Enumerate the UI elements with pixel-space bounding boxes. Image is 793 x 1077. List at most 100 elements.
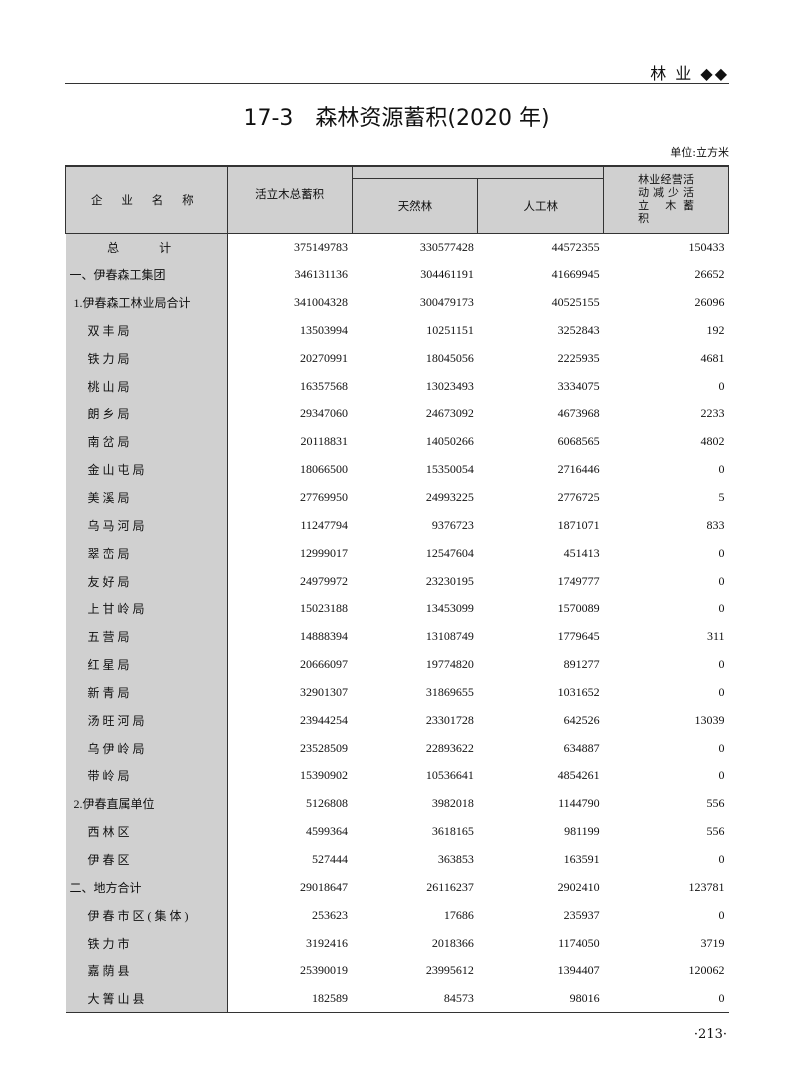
reduction-cell: 833 [706, 517, 725, 532]
table-row: 乌马河局 11247794 9376723 1871071 833 [65, 511, 729, 540]
planted-cell: 1779645 [557, 629, 600, 644]
planted-cell: 3252843 [557, 322, 600, 337]
reduction-cell: 120062 [688, 963, 725, 978]
total-cell: 29347060 [300, 406, 349, 421]
natural-cell: 84573 [352, 984, 478, 1014]
table-row: 总 计 375149783 330577428 44572355 150433 [65, 233, 729, 261]
natural-cell: 18045056 [425, 350, 474, 365]
reduction-cell: 0 [718, 851, 725, 866]
planted-cell: 41669945 [551, 267, 600, 282]
reduction-cell: 4681 [700, 350, 725, 365]
row-name: 美溪局 [65, 483, 228, 512]
table-row: 美溪局 27769950 24993225 2776725 5 [65, 483, 729, 512]
row-name: 红星局 [65, 650, 228, 679]
total-cell: 5126808 [306, 796, 349, 811]
natural-cell: 363853 [437, 851, 474, 866]
reduction-cell: 192 [706, 322, 725, 337]
table-row: 双丰局 13503994 10251151 3252843 192 [65, 316, 729, 345]
natural-cell: 23230195 [425, 573, 474, 588]
table-row: 金山屯局 18066500 15350054 2716446 0 [65, 455, 729, 484]
planted-cell: 3334075 [557, 378, 600, 393]
planted-cell: 634887 [563, 740, 600, 755]
reduction-cell: 4802 [700, 434, 725, 449]
table-row: 翠峦局 12999017 12547604 451413 0 [65, 539, 729, 568]
table-row: 伊春区 527444 363853 163591 0 [65, 845, 729, 874]
row-name: 铁力局 [65, 344, 228, 373]
table-row: 红星局 20666097 19774820 891277 0 [65, 650, 729, 679]
page-title: 17-3 森林资源蓄积(2020 年) [243, 106, 550, 131]
table-row: 铁力局 20270991 18045056 2225935 4681 [65, 344, 729, 373]
row-name: 上甘岭局 [65, 594, 228, 623]
planted-cell: 642526 [563, 712, 600, 727]
table-row: 铁力市 3192416 2018366 1174050 3719 [65, 929, 729, 957]
reduction-cell: 5 [718, 490, 725, 505]
running-header: 林 业 ◆◆ [600, 60, 729, 84]
total-cell: 13503994 [300, 322, 349, 337]
row-name: 新青局 [65, 678, 228, 707]
reduction-cell: 0 [718, 768, 725, 783]
natural-cell: 12547604 [425, 545, 474, 560]
reduction-cell: 2233 [700, 406, 725, 421]
table-row: 嘉荫县 25390019 23995612 1394407 120062 [65, 956, 729, 985]
total-cell: 20666097 [300, 657, 349, 672]
table-row: 南岔局 20118831 14050266 6068565 4802 [65, 427, 729, 456]
planted-cell: 981199 [564, 824, 600, 839]
row-name: 乌伊岭局 [65, 734, 228, 763]
table-row: 朗乡局 29347060 24673092 4673968 2233 [65, 400, 729, 428]
reduction-cell: 123781 [688, 879, 725, 894]
planted-cell: 2776725 [557, 490, 600, 505]
total-cell: 182589 [227, 984, 353, 1014]
total-cell: 29018647 [300, 879, 349, 894]
natural-cell: 13023493 [425, 378, 474, 393]
planted-cell: 2902410 [557, 879, 600, 894]
reduction-cell: 3719 [700, 935, 725, 950]
header-rule [65, 83, 729, 84]
planted-cell: 4854261 [557, 768, 600, 783]
natural-cell: 19774820 [425, 657, 474, 672]
row-name: 伊春区 [65, 845, 228, 874]
row-name: 大箐山县 [65, 984, 228, 1014]
reduction-cell: 0 [718, 462, 725, 477]
natural-cell: 3618165 [431, 824, 474, 839]
row-name: 伊春市区(集体) [65, 901, 228, 930]
planted-cell: 1174050 [558, 935, 600, 950]
planted-cell: 451413 [563, 545, 600, 560]
row-name: 桃山局 [65, 372, 228, 401]
total-cell: 3192416 [306, 935, 349, 950]
table-row: 2.伊春直属单位 5126808 3982018 1144790 556 [65, 789, 729, 818]
row-name: 双丰局 [65, 316, 228, 345]
planted-cell: 44572355 [551, 239, 600, 254]
natural-cell: 330577428 [419, 239, 474, 254]
row-name: 2.伊春直属单位 [65, 789, 228, 818]
col-header-planted: 人工林 [477, 177, 605, 234]
row-name: 1.伊春森工林业局合计 [65, 288, 228, 317]
reduction-cell: 26096 [694, 295, 725, 310]
table-row: 1.伊春森工林业局合计 341004328 300479173 40525155 260… [65, 288, 729, 317]
forest-stock-table: 企 业 名 称 活立木总蓄积 林业经营活动减少活 立 木蓄 积 天然林 人工林 … [65, 165, 729, 1014]
col-header-natural: 天然林 [351, 177, 479, 234]
natural-cell: 15350054 [425, 462, 474, 477]
total-cell: 23528509 [300, 740, 349, 755]
natural-cell: 2018366 [431, 935, 474, 950]
table-row: 友好局 24979972 23230195 1749777 0 [65, 567, 729, 595]
reduction-cell: 0 [603, 984, 729, 1014]
section-label: 林 业 [650, 64, 694, 83]
total-cell: 27769950 [300, 490, 349, 505]
table-row: 新青局 32901307 31869655 1031652 0 [65, 678, 729, 707]
planted-cell: 163591 [563, 851, 600, 866]
col-header-group [351, 165, 605, 179]
row-name: 西林区 [65, 817, 228, 846]
planted-cell: 1394407 [557, 963, 600, 978]
row-name: 嘉荫县 [65, 956, 228, 985]
reduction-cell: 311 [706, 629, 725, 644]
total-cell: 14888394 [300, 629, 349, 644]
row-name: 铁力市 [65, 929, 228, 957]
table-row: 汤旺河局 23944254 23301728 642526 13039 [65, 706, 729, 735]
planted-cell: 2716446 [557, 462, 600, 477]
reduction-cell: 0 [718, 545, 725, 560]
table-row: 西林区 4599364 3618165 981199 556 [65, 817, 729, 846]
total-cell: 15023188 [300, 601, 349, 616]
total-cell: 375149783 [294, 239, 349, 254]
total-cell: 15390902 [300, 768, 349, 783]
natural-cell: 23301728 [425, 712, 474, 727]
